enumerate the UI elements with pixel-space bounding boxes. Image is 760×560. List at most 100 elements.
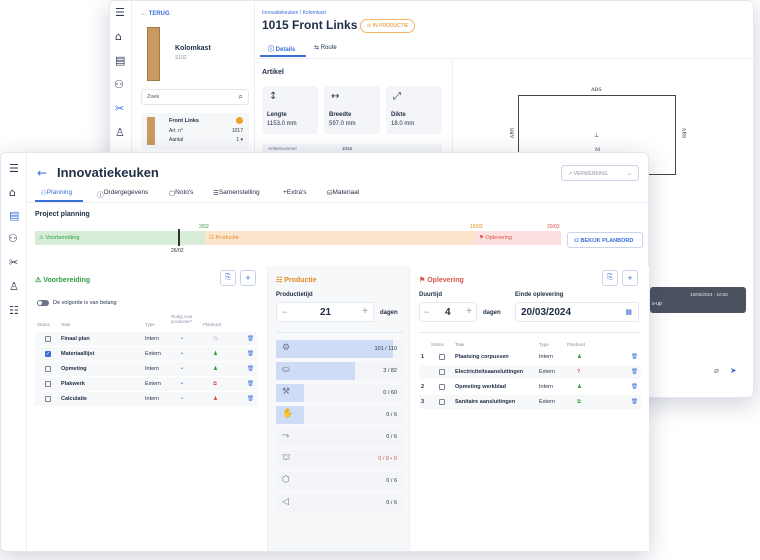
table-row[interactable]: 1 Plaatsing corpussen Intern ♟ 🗑 bbox=[419, 350, 641, 364]
menu-icon[interactable]: ☰ bbox=[9, 162, 19, 175]
status-checkbox[interactable] bbox=[45, 381, 51, 387]
status-checkbox[interactable] bbox=[439, 384, 445, 390]
calendar-icon[interactable]: ▦ bbox=[625, 309, 632, 316]
tab-extras[interactable]: + Extra's bbox=[283, 189, 307, 196]
tab-materiaal[interactable]: ⛁ Materiaal bbox=[327, 189, 360, 197]
duration-value[interactable]: 4 bbox=[445, 307, 451, 318]
trash-icon[interactable]: 🗑 bbox=[631, 399, 638, 405]
trash-icon[interactable]: 🗑 bbox=[631, 354, 638, 360]
trash-icon[interactable]: 🗑 bbox=[247, 381, 254, 387]
table-row[interactable]: 2 Opmeting werkblad Intern ♟ 🗑 bbox=[419, 380, 641, 394]
table-row[interactable]: ✓ Materiaallijst Extern • ♟ 🗑 bbox=[35, 347, 257, 361]
production-step-row[interactable]: ◁ 0 / 6 bbox=[276, 494, 403, 512]
status-checkbox[interactable] bbox=[45, 336, 51, 342]
tools-icon[interactable]: ✂ bbox=[9, 256, 19, 269]
home-icon[interactable]: ⌂ bbox=[9, 186, 16, 199]
chat-message: 15/05/2024 - 10:58 s-up bbox=[650, 287, 746, 313]
plus-icon[interactable]: + bbox=[362, 306, 368, 317]
search-input[interactable]: Zoek ⌕ bbox=[141, 89, 249, 105]
status-checkbox[interactable] bbox=[45, 366, 51, 372]
table-row[interactable]: Calculatie Intern • ♟ 🗑 bbox=[35, 392, 257, 406]
back-button[interactable]: ← TERUG bbox=[141, 11, 170, 17]
action-dropdown[interactable]: ↗ VERWERKING ⌄ bbox=[561, 165, 639, 181]
tab-planning[interactable]: ⚇ Planning bbox=[41, 189, 73, 197]
order-toggle-label: De volgorde is van belang bbox=[53, 300, 117, 306]
table-row[interactable]: Plakwerk Extern • ⧉ 🗑 bbox=[35, 377, 257, 391]
status-checkbox[interactable] bbox=[439, 399, 445, 405]
breadcrumb[interactable]: Innovatiekeuken / Kolomkast bbox=[262, 10, 326, 16]
duration-unit: dagen bbox=[483, 310, 501, 316]
header-planboard: Planbord bbox=[567, 342, 586, 347]
production-step-row[interactable]: ⛫ 0 / 8 • 0 bbox=[276, 450, 403, 468]
artikelnummer-row: Artikelnummer 1015 bbox=[262, 144, 442, 154]
plus-icon[interactable]: + bbox=[466, 306, 472, 317]
production-step-row[interactable]: ⬡ 0 / 6 bbox=[276, 472, 403, 490]
table-row[interactable]: Electriciteitsaansluitingen Extern ? 🗑 bbox=[419, 365, 641, 379]
production-step-row[interactable]: ⚙ 101 / 110 bbox=[276, 340, 403, 358]
trash-icon[interactable]: 🗑 bbox=[631, 384, 638, 390]
add-task-button[interactable]: + bbox=[622, 270, 638, 286]
table-row[interactable]: Finaal plan Intern • ◷ 🗑 bbox=[35, 332, 257, 346]
search-icon[interactable]: ⌕ bbox=[238, 92, 243, 101]
tab-ordergegevens[interactable]: ⓘ Ordergegevens bbox=[97, 189, 149, 199]
header-status: Status bbox=[37, 322, 50, 327]
view-planboard-button[interactable]: ⚇ BEKIJK PLANBORD bbox=[567, 232, 643, 248]
paperclip-icon[interactable]: ⌀ bbox=[714, 366, 719, 375]
end-date-value[interactable]: 20/03/2024 bbox=[521, 307, 572, 318]
status-checkbox[interactable] bbox=[439, 369, 445, 375]
user-icon[interactable]: ♙ bbox=[9, 280, 19, 293]
production-step-row[interactable]: ⚒ 0 / 60 bbox=[276, 384, 403, 402]
home-icon[interactable]: ⌂ bbox=[115, 30, 122, 43]
table-row[interactable]: Opmeting Intern • ♟ 🗑 bbox=[35, 362, 257, 376]
item-card[interactable]: Front Links Art. n° 1017 Aantal 1 ▾ bbox=[141, 113, 249, 149]
duration-stepper[interactable]: − 4 + bbox=[419, 302, 477, 322]
minus-icon[interactable]: − bbox=[424, 307, 430, 317]
tab-notos[interactable]: ▢ Noto's bbox=[169, 189, 194, 197]
status-checkbox-checked[interactable]: ✓ bbox=[45, 351, 51, 357]
status-checkbox[interactable] bbox=[45, 396, 51, 402]
production-step-row[interactable]: ⤳ 0 / 6 bbox=[276, 428, 403, 446]
hand-icon: ✋ bbox=[282, 409, 294, 419]
count-value[interactable]: 1 ▾ bbox=[236, 137, 243, 143]
production-step-value: 0 / 8 • 0 bbox=[378, 456, 397, 462]
phase-bar-delivery: ⚑ Oplevering bbox=[475, 231, 561, 245]
tab-samenstelling[interactable]: ☰ Samenstelling bbox=[213, 189, 260, 197]
production-step-row[interactable]: ⛀ 3 / 82 bbox=[276, 362, 403, 380]
back-arrow-icon[interactable]: ← bbox=[37, 166, 48, 180]
add-task-button[interactable]: + bbox=[240, 270, 256, 286]
production-time-stepper[interactable]: − 21 + bbox=[276, 302, 374, 322]
trash-icon[interactable]: 🗑 bbox=[247, 396, 254, 402]
production-title-label: Productie bbox=[284, 277, 317, 284]
user-icon[interactable]: ♙ bbox=[115, 126, 125, 139]
table-row[interactable]: 3 Sanitaire aansluitingen Extern ⧉ 🗑 bbox=[419, 395, 641, 409]
delivery-title-label: Oplevering bbox=[427, 277, 464, 284]
list-icon[interactable]: ▤ bbox=[9, 209, 20, 222]
export-button[interactable]: ⎘ bbox=[602, 270, 618, 286]
send-icon[interactable]: ➤ bbox=[730, 366, 737, 375]
trash-icon[interactable]: 🗑 bbox=[247, 336, 254, 342]
task-type: Extern bbox=[145, 381, 161, 387]
production-step-value: 0 / 6 bbox=[386, 434, 397, 440]
tools-icon[interactable]: ✂ bbox=[115, 102, 125, 115]
export-button[interactable]: ⎘ bbox=[220, 270, 236, 286]
trash-icon[interactable]: 🗑 bbox=[631, 369, 638, 375]
production-time-value[interactable]: 21 bbox=[320, 307, 332, 318]
prep-title-label: Voorbereiding bbox=[43, 277, 91, 284]
flow-icon[interactable]: ⚇ bbox=[8, 232, 18, 245]
trash-icon[interactable]: 🗑 bbox=[247, 351, 254, 357]
flow-icon[interactable]: ⚇ bbox=[114, 78, 124, 91]
task-name: Opmeting werkblad bbox=[455, 384, 507, 390]
status-checkbox[interactable] bbox=[439, 354, 445, 360]
end-date-field[interactable]: 20/03/2024 ▦ bbox=[515, 302, 639, 322]
list-icon[interactable]: ▤ bbox=[115, 54, 126, 67]
minus-icon[interactable]: − bbox=[282, 307, 288, 317]
tab-details[interactable]: ⓘ Details bbox=[268, 47, 296, 53]
order-toggle[interactable] bbox=[37, 300, 49, 306]
settings-icon[interactable]: ☷ bbox=[9, 304, 19, 317]
trash-icon[interactable]: 🗑 bbox=[247, 366, 254, 372]
diagonal-arrow-icon: ⤢ bbox=[393, 91, 401, 102]
menu-icon[interactable]: ☰ bbox=[115, 6, 125, 19]
tab-route[interactable]: ⇆ Route bbox=[314, 45, 337, 51]
status-badge: ⊙ IN PRODUCTIE bbox=[360, 19, 416, 33]
production-step-row[interactable]: ✋ 0 / 6 bbox=[276, 406, 403, 424]
